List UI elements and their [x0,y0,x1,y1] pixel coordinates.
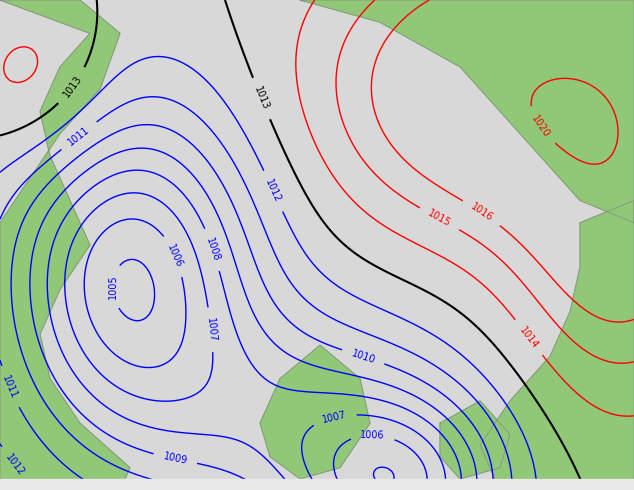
Text: 1008: 1008 [204,236,221,263]
Text: 1015: 1015 [426,208,453,229]
Text: 1011: 1011 [66,124,92,147]
Text: 1020: 1020 [529,113,552,139]
Text: 1016: 1016 [469,202,495,223]
Text: 1007: 1007 [205,317,217,343]
Polygon shape [300,0,634,223]
Text: 1009: 1009 [162,451,188,466]
Text: 1005: 1005 [108,274,118,299]
Text: 1007: 1007 [321,410,347,425]
Polygon shape [480,200,634,490]
Text: 1012: 1012 [264,178,283,204]
Text: 1013: 1013 [61,74,84,99]
Text: 1013: 1013 [252,85,271,112]
Polygon shape [440,401,510,479]
Text: 1012: 1012 [3,452,26,478]
Polygon shape [260,345,370,479]
Text: 1006: 1006 [360,430,385,441]
Text: 1014: 1014 [517,325,540,350]
Polygon shape [0,0,130,490]
Text: 1006: 1006 [165,243,184,269]
Bar [0,479,634,490]
Text: 1010: 1010 [350,348,377,366]
Text: 1011: 1011 [0,374,19,400]
